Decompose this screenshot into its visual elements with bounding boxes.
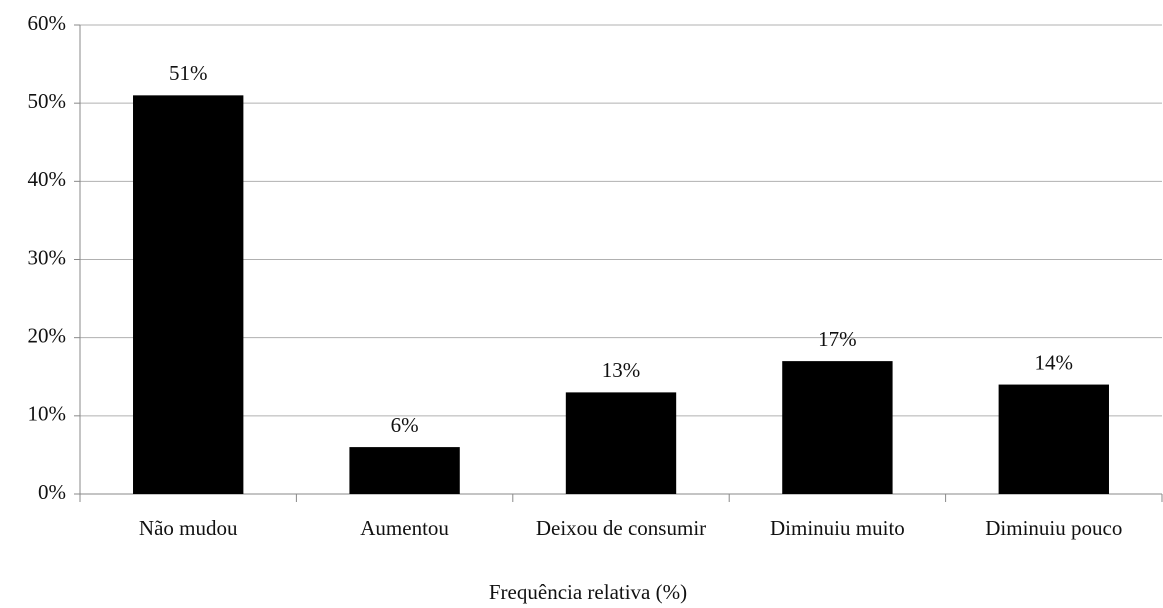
bar [782, 361, 893, 494]
x-tick-label: Diminuiu pouco [985, 516, 1122, 540]
bar [349, 447, 460, 494]
x-tick-label: Deixou de consumir [536, 516, 706, 540]
y-tick-label: 20% [28, 323, 67, 347]
x-tick-label: Diminuiu muito [770, 516, 905, 540]
bar [133, 95, 244, 494]
x-tick-label: Não mudou [139, 516, 238, 540]
value-label: 17% [818, 327, 857, 351]
y-tick-label: 0% [38, 480, 66, 504]
y-tick-label: 30% [28, 245, 67, 269]
y-tick-label: 10% [28, 402, 67, 426]
value-label: 13% [602, 358, 641, 382]
y-tick-label: 50% [28, 89, 67, 113]
value-label: 6% [391, 413, 419, 437]
value-label: 14% [1035, 350, 1074, 374]
bar [998, 384, 1109, 494]
bar [565, 392, 677, 494]
y-tick-label: 40% [28, 167, 67, 191]
value-label: 51% [169, 61, 208, 85]
x-axis-label: Frequência relativa (%) [489, 580, 687, 604]
x-tick-label: Aumentou [360, 516, 449, 540]
y-tick-label: 60% [28, 11, 67, 35]
